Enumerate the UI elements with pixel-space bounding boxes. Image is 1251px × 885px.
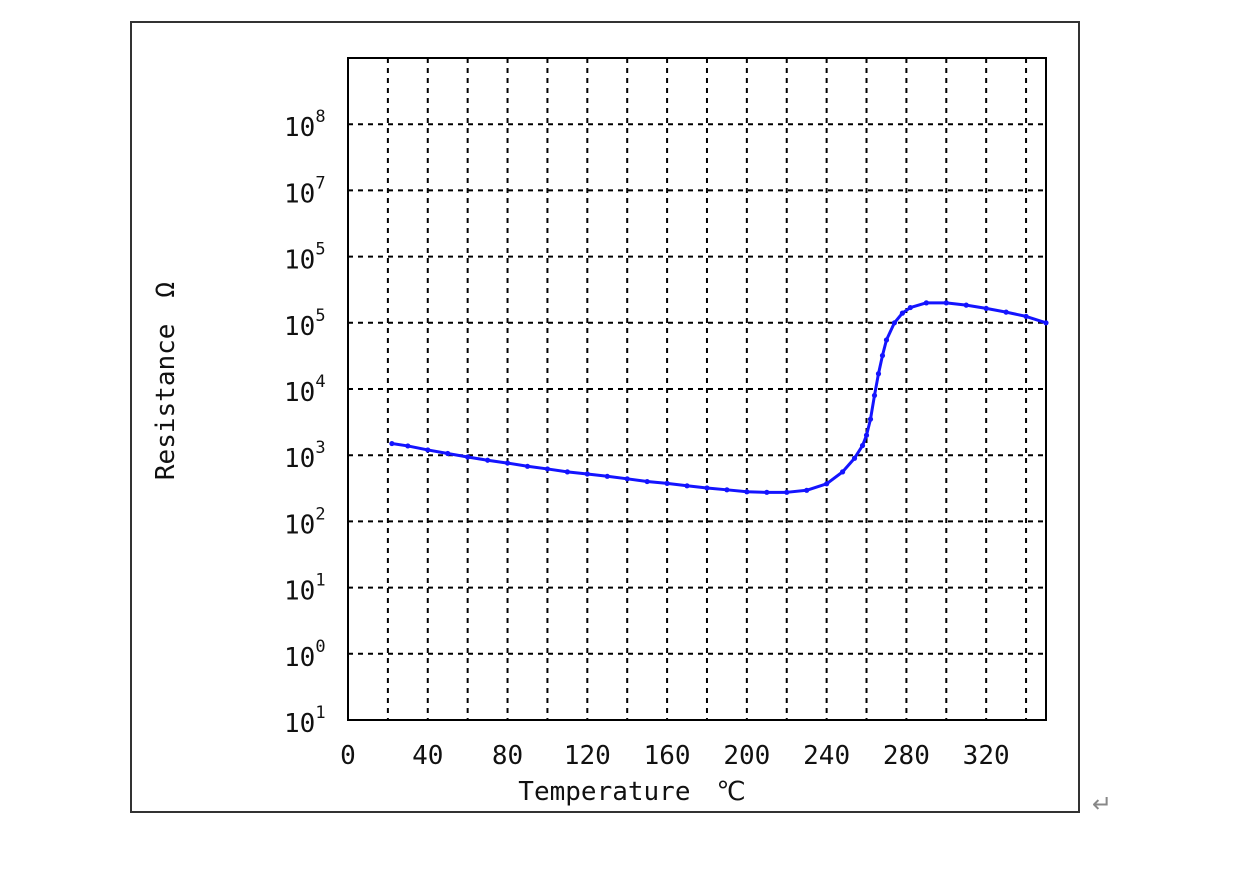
data-point [544, 466, 551, 472]
y-tick-label: 104 [284, 372, 326, 408]
y-tick-label: 101 [284, 703, 326, 739]
y-tick-labels: 101 100 101 102 103 104 105 105 107 108 [284, 107, 326, 739]
x-tick-label: 40 [412, 741, 443, 771]
data-point [784, 489, 790, 495]
data-point [445, 450, 451, 457]
data-point [859, 442, 866, 449]
figure-frame: 101 100 101 102 103 104 105 105 107 108 0 40 80 120 1… [130, 21, 1080, 813]
y-axis-label: Resistance Ω [151, 282, 181, 480]
data-point [867, 416, 874, 422]
data-point [644, 478, 650, 485]
x-axis-label-text: Temperature [518, 777, 690, 807]
data-point [684, 483, 690, 489]
data-point [564, 469, 570, 475]
data-point [724, 487, 730, 493]
x-tick-label: 320 [963, 741, 1010, 771]
data-point [879, 352, 886, 359]
data-point [907, 304, 913, 311]
x-axis-unit: ℃ [716, 777, 745, 807]
return-symbol: ↵ [1092, 790, 1113, 818]
data-point [983, 305, 989, 312]
series [389, 300, 1049, 495]
y-tick-label: 107 [284, 173, 326, 209]
x-axis-label: Temperature ℃ [518, 777, 745, 807]
data-point [883, 337, 890, 343]
data-point [704, 485, 710, 491]
y-tick-label: 100 [284, 637, 326, 673]
data-point [524, 463, 531, 469]
y-axis-unit: Ω [151, 282, 181, 298]
y-tick-label: 108 [284, 107, 326, 143]
y-tick-label: 101 [284, 571, 326, 607]
x-tick-label: 0 [340, 741, 356, 771]
x-tick-label: 240 [803, 741, 850, 771]
data-point [963, 302, 969, 308]
data-point [465, 454, 471, 460]
y-axis-label-text: Resistance [151, 324, 181, 481]
y-tick-label: 105 [284, 240, 326, 276]
data-point [1023, 313, 1029, 319]
y-tick-label: 105 [284, 306, 326, 342]
resistance-temperature-chart: 101 100 101 102 103 104 105 105 107 108 0 40 80 120 1… [151, 57, 1049, 807]
data-point [839, 469, 846, 475]
data-point [584, 471, 590, 477]
data-point [871, 392, 878, 399]
data-point [891, 320, 898, 326]
x-tick-label: 280 [883, 741, 930, 771]
data-point [943, 300, 949, 306]
data-point [824, 481, 830, 487]
series-line [390, 301, 1048, 494]
grid [348, 58, 1046, 721]
data-point [764, 489, 770, 495]
plot-area [347, 57, 1047, 721]
data-point [899, 310, 906, 316]
x-tick-label: 80 [492, 741, 523, 771]
y-tick-label: 102 [284, 504, 326, 540]
data-point [405, 443, 411, 449]
y-tick-label: 103 [284, 438, 326, 474]
data-point [1003, 309, 1009, 315]
data-point [485, 457, 491, 463]
data-point [624, 476, 630, 482]
data-point [1043, 320, 1049, 326]
data-point [851, 455, 858, 461]
data-point [664, 480, 670, 486]
data-point [923, 300, 929, 306]
x-tick-label: 120 [564, 741, 611, 771]
x-tick-label: 160 [644, 741, 691, 771]
data-point [504, 460, 511, 466]
data-point [875, 371, 882, 377]
x-tick-labels: 0 40 80 120 160 200 240 280 320 [340, 741, 1009, 771]
data-point [425, 447, 431, 453]
data-point [804, 487, 810, 493]
data-point [744, 489, 750, 495]
data-point [389, 440, 395, 447]
data-point [863, 432, 870, 438]
x-tick-label: 200 [723, 741, 770, 771]
data-point [604, 473, 610, 479]
